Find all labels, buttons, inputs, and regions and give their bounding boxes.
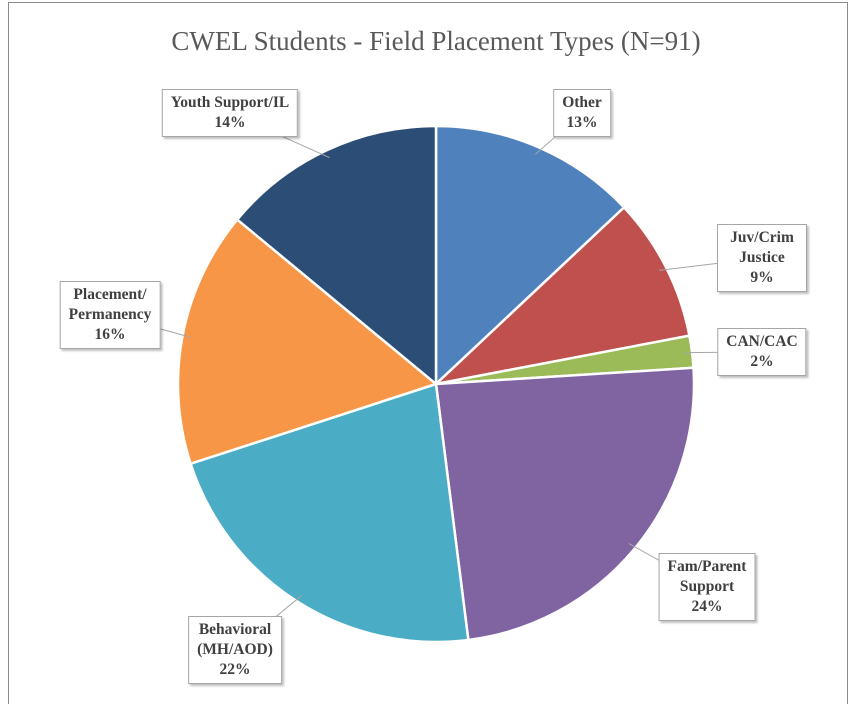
- pie-slice: [434, 124, 626, 387]
- data-label: Juv/Crim Justice 9%: [717, 224, 807, 292]
- data-label: CAN/CAC 2%: [717, 328, 807, 376]
- pie-slice: [434, 366, 696, 642]
- category-label: Youth Support/IL: [170, 94, 290, 111]
- data-label: Fam/Parent Support 24%: [658, 553, 756, 621]
- category-label: Placement/ Permanency: [68, 286, 152, 323]
- chart-frame: [8, 2, 848, 704]
- pie-slice: [432, 205, 691, 387]
- category-label: Other: [562, 94, 602, 111]
- value-label: 2%: [750, 353, 774, 370]
- value-label: 24%: [691, 598, 723, 615]
- data-label: Behavioral (MH/AOD) 22%: [188, 616, 282, 684]
- chart-title: CWEL Students - Field Placement Types (N…: [171, 26, 700, 56]
- data-label: Placement/ Permanency 16%: [59, 281, 161, 349]
- pie-slice: [189, 382, 470, 644]
- value-label: 13%: [566, 114, 598, 131]
- category-label: Behavioral (MH/AOD): [197, 621, 273, 658]
- pie-slice: [176, 217, 439, 466]
- data-label: Youth Support/IL 14%: [161, 89, 299, 137]
- pie-slice: [235, 124, 438, 387]
- category-label: Fam/Parent Support: [667, 558, 747, 595]
- data-label: Other 13%: [553, 89, 611, 137]
- category-label: CAN/CAC: [726, 333, 798, 350]
- value-label: 9%: [750, 269, 774, 286]
- value-label: 16%: [94, 326, 126, 343]
- value-label: 14%: [214, 114, 246, 131]
- value-label: 22%: [219, 661, 251, 678]
- category-label: Juv/Crim Justice: [730, 229, 794, 266]
